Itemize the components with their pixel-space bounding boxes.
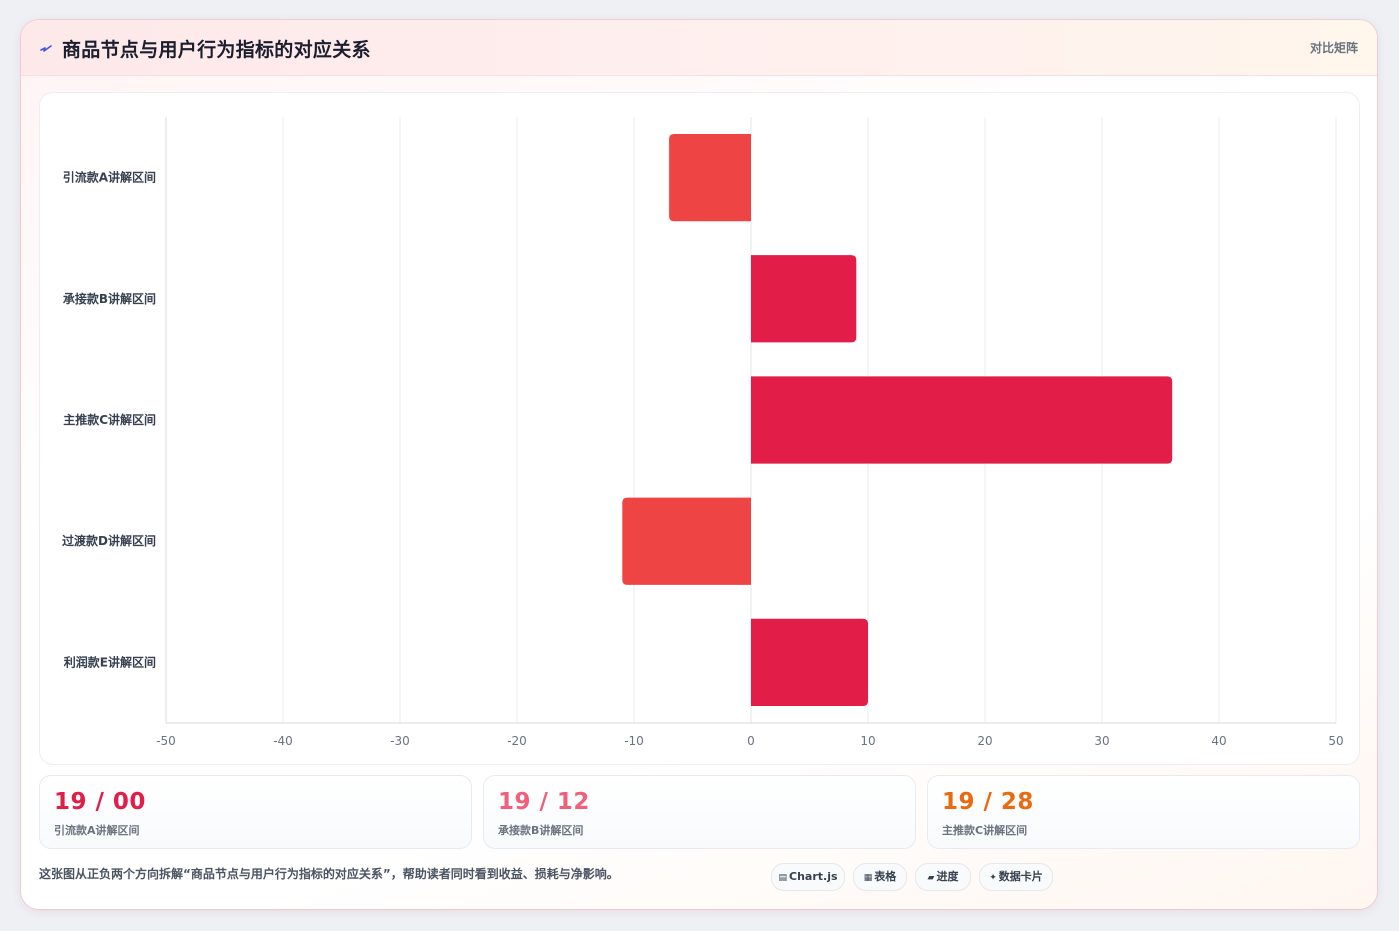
bar-chart: -50 -40 -30 -20 -10 0 10 20 30 40 50 引流款A讲解区间承接款B讲解… [62,117,1344,748]
bar [669,133,751,222]
tag-label: 表格 [874,870,897,883]
x-tick-label: 20 [977,734,992,748]
stat-card: 19 / 00 引流款A讲解区间 [39,775,472,849]
y-category-label: 利润款E讲解区间 [64,654,156,669]
stat-label: 承接款B讲解区间 [498,824,584,837]
stat-value: 19 / 28 [942,789,1034,815]
stat-value: 19 / 12 [498,789,590,815]
tag-label: 数据卡片 [998,870,1043,883]
tag-label: 进度 [936,870,959,883]
y-category-label: 引流款A讲解区间 [63,170,156,185]
stat-label: 引流款A讲解区间 [54,824,140,837]
bar [751,376,1173,464]
page-title: 商品节点与用户行为指标的对应关系 [62,39,371,61]
footer-note: 这张图从正负两个方向拆解“商品节点与用户行为指标的对应关系”，帮助读者同时看到收… [39,867,619,881]
x-tick-label: 30 [1094,734,1109,748]
x-tick-label: -40 [273,734,293,748]
x-tick-label: -20 [507,734,527,748]
chart-card: 商品节点与用户行为指标的对应关系 对比矩阵 -50 -40 -30 -20 -10 0 10… [21,20,1377,909]
x-tick-label: 0 [747,734,755,748]
x-tick-label: 50 [1328,734,1343,748]
tag-data-cards[interactable]: ✦ 数据卡片 [979,863,1053,891]
tag-label: Chart.js [789,870,838,883]
y-category-label: 承接款B讲解区间 [63,291,156,306]
bar [751,255,857,343]
tag-chartjs[interactable]: ▤ Chart.js [771,863,845,891]
tag-progress[interactable]: ▰ 进度 [915,863,971,891]
x-tick-label: 40 [1211,734,1226,748]
x-tick-label: -50 [156,734,176,748]
chart-icon: ▤ [778,873,787,883]
x-tick-label: 10 [860,734,875,748]
tag-table[interactable]: ▦ 表格 [853,863,907,891]
chart-panel: -50 -40 -30 -20 -10 0 10 20 30 40 50 引流款A讲解区间 承接款B讲解… [39,92,1360,765]
pulse-icon [40,45,52,52]
x-tick-label: -30 [390,734,410,748]
stat-label: 主推款C讲解区间 [942,824,1028,837]
card-header: 商品节点与用户行为指标的对应关系 对比矩阵 [21,20,1377,76]
x-tick-label: -10 [624,734,644,748]
stat-card: 19 / 12 承接款B讲解区间 [483,775,916,849]
bar [751,618,868,707]
y-category-label: 过渡款D讲解区间 [62,533,156,548]
y-category-label: 主推款C讲解区间 [63,412,156,427]
progress-icon: ▰ [927,873,935,883]
stat-card: 19 / 28 主推款C讲解区间 [927,775,1360,849]
sparkle-icon: ✦ [989,873,997,883]
compare-matrix-label[interactable]: 对比矩阵 [1309,41,1358,55]
table-icon: ▦ [863,873,873,883]
bar [622,497,751,585]
stat-value: 19 / 00 [54,789,146,815]
stat-cards: 19 / 00 引流款A讲解区间 19 / 12 承接款B讲解区间 19 / 2… [39,775,1360,849]
